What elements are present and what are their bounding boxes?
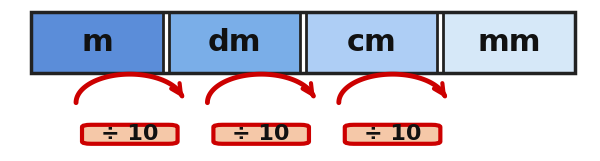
FancyBboxPatch shape (31, 12, 163, 73)
FancyBboxPatch shape (169, 12, 300, 73)
FancyBboxPatch shape (214, 125, 309, 144)
Text: dm: dm (208, 28, 261, 57)
FancyBboxPatch shape (306, 12, 437, 73)
Text: cm: cm (347, 28, 397, 57)
Text: mm: mm (477, 28, 541, 57)
FancyBboxPatch shape (345, 125, 440, 144)
Text: m: m (81, 28, 113, 57)
Text: ÷ 10: ÷ 10 (101, 124, 158, 144)
Text: ÷ 10: ÷ 10 (364, 124, 421, 144)
FancyBboxPatch shape (443, 12, 575, 73)
FancyBboxPatch shape (82, 125, 178, 144)
Text: ÷ 10: ÷ 10 (232, 124, 290, 144)
